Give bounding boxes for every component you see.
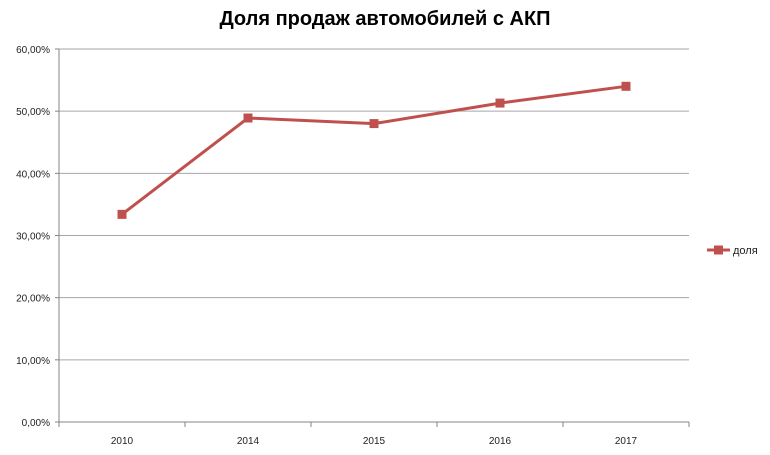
y-tick-label: 10,00% [16, 356, 50, 367]
legend-marker [714, 245, 723, 255]
legend-label: доля [733, 245, 758, 257]
y-tick-label: 30,00% [16, 232, 50, 243]
data-point [495, 98, 505, 108]
x-tick-label: 2010 [111, 436, 134, 447]
data-point [117, 209, 127, 219]
x-tick-label: 2014 [237, 436, 260, 447]
data-point [621, 81, 631, 91]
chart-title: Доля продаж автомобилей с АКП [219, 8, 551, 30]
y-tick-label: 20,00% [16, 294, 50, 305]
y-tick-label: 40,00% [16, 169, 50, 180]
y-tick-label: 50,00% [16, 107, 50, 118]
x-tick-label: 2016 [489, 436, 512, 447]
data-point [369, 119, 379, 129]
data-point [243, 113, 253, 123]
y-tick-label: 60,00% [16, 45, 50, 56]
series-line [121, 84, 627, 216]
y-tick-label: 0,00% [22, 418, 50, 429]
x-tick-label: 2017 [615, 436, 638, 447]
x-tick-label: 2015 [363, 436, 386, 447]
